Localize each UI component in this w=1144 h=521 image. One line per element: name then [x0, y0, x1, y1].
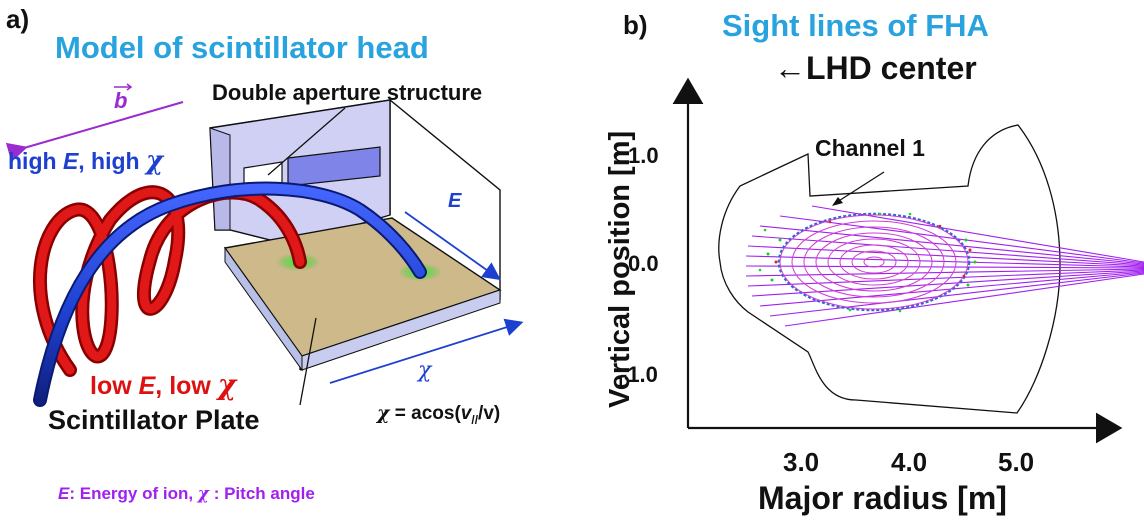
y-tick-label: 0.0	[628, 251, 659, 276]
sight-lines-plot	[672, 77, 1144, 444]
aperture-slit-2	[287, 146, 381, 187]
chi-axis-arrow	[329, 318, 524, 384]
channel-1-pointer	[833, 171, 885, 205]
b-vector-label: b	[114, 88, 128, 113]
high-energy-label: high E, high χ	[8, 146, 164, 176]
x-tick-label: 3.0	[783, 447, 820, 477]
chi-axis-label: χ	[418, 358, 432, 383]
e-axis-label: E	[448, 190, 462, 212]
double-aperture-label: Double aperture structure	[212, 80, 483, 105]
y-tick-label: -1.0	[620, 362, 658, 387]
panel-a-label: a)	[6, 4, 30, 34]
sight-lines	[745, 205, 1144, 327]
high-energy-trajectory	[33, 181, 427, 407]
x-axis-title: Major radius [m]	[758, 480, 1007, 516]
low-energy-label: low E, low χ	[90, 368, 237, 401]
b-vector-arrow	[5, 101, 184, 163]
panel-b-title: Sight lines of FHA	[722, 8, 989, 43]
chi-formula: χ = acos(v///v)	[377, 402, 501, 427]
x-tick-label: 4.0	[891, 447, 928, 477]
vessel-outline	[718, 124, 1061, 414]
scintillator-plate-label: Scintillator Plate	[48, 405, 260, 435]
x-tick-label: 5.0	[998, 447, 1035, 477]
y-tick-label: 1.0	[628, 143, 659, 168]
panel-a-title: Model of scintillator head	[55, 30, 429, 65]
e-axis-arrow	[404, 211, 501, 281]
flux-surfaces	[777, 212, 971, 312]
scintillator-head-diagram	[5, 83, 524, 407]
channel-1-label: Channel 1	[815, 135, 925, 161]
legend-caption: E: Energy of ion, χ : Pitch angle	[58, 484, 315, 504]
edge-particles	[758, 212, 977, 313]
lhd-center-label: ←LHD center	[774, 50, 977, 86]
panel-b-label: b)	[623, 10, 648, 40]
y-axis-title: Vertical position [m]	[604, 130, 636, 408]
